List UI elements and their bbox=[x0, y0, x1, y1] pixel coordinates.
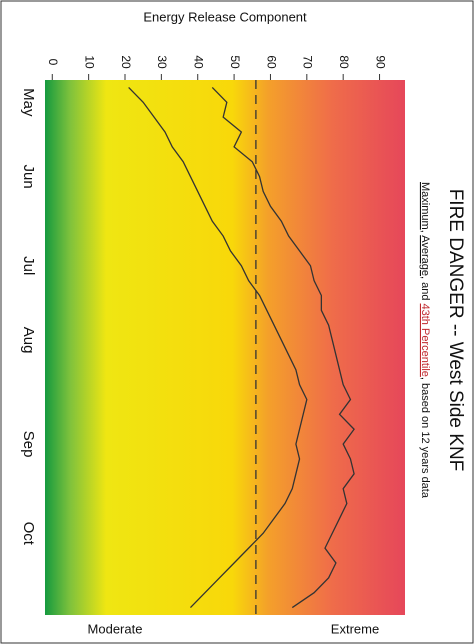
axis-title: Energy Release Component bbox=[143, 9, 307, 24]
x-tick-label: 20 bbox=[119, 55, 133, 69]
scale-label: Extreme bbox=[331, 621, 379, 636]
subtitle-text: , bbox=[419, 230, 431, 236]
scale-label: Moderate bbox=[88, 621, 143, 636]
legend-entry: Average bbox=[419, 235, 431, 276]
subtitle-text: , based on 12 years data bbox=[419, 377, 431, 499]
data-line bbox=[128, 86, 308, 609]
plot-background bbox=[45, 80, 405, 615]
subtitle-text: , and bbox=[419, 276, 431, 304]
y-tick-label: Oct bbox=[20, 522, 37, 546]
y-tick-label: Jun bbox=[20, 165, 37, 189]
subtitle: Maximum, Average, and 43th Percentile, b… bbox=[419, 182, 431, 499]
x-tick-label: 0 bbox=[46, 59, 60, 66]
x-tick-label: 60 bbox=[264, 55, 278, 69]
y-tick-label: May bbox=[20, 88, 37, 117]
y-tick-label: Jul bbox=[20, 256, 37, 275]
x-tick-label: 50 bbox=[228, 55, 242, 69]
x-tick-label: 70 bbox=[301, 55, 315, 69]
legend-entry: Maximum bbox=[419, 182, 431, 230]
x-tick-label: 30 bbox=[155, 55, 169, 69]
legend-entry: 43th Percentile bbox=[419, 304, 431, 377]
y-tick-label: Sep bbox=[20, 431, 37, 458]
x-tick-label: 10 bbox=[82, 55, 96, 69]
data-line bbox=[211, 86, 355, 609]
x-tick-label: 80 bbox=[337, 55, 351, 69]
x-tick-label: 90 bbox=[373, 55, 387, 69]
y-tick-label: Aug bbox=[20, 327, 37, 354]
chart-title: FIRE DANGER -- West Side KNF bbox=[445, 189, 466, 472]
x-tick-label: 40 bbox=[192, 55, 206, 69]
